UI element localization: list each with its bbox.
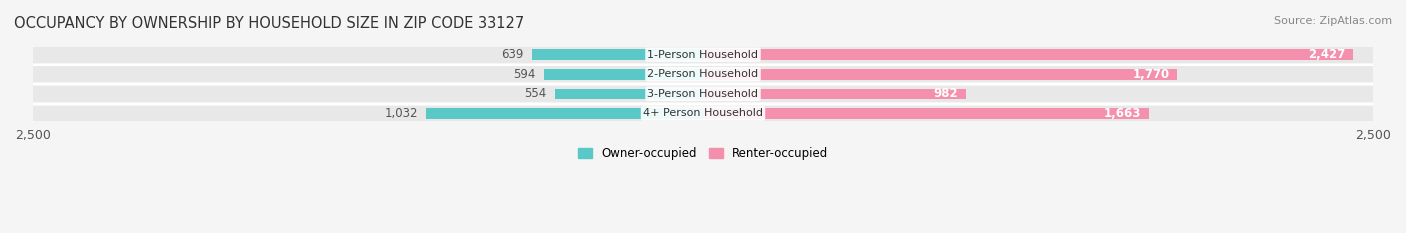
Bar <box>32 47 1374 62</box>
Text: 1,663: 1,663 <box>1104 107 1140 120</box>
Text: 639: 639 <box>502 48 523 61</box>
Text: Source: ZipAtlas.com: Source: ZipAtlas.com <box>1274 16 1392 26</box>
Bar <box>703 69 1177 80</box>
Bar <box>426 108 703 119</box>
Text: 594: 594 <box>513 68 536 81</box>
Bar <box>544 69 703 80</box>
Legend: Owner-occupied, Renter-occupied: Owner-occupied, Renter-occupied <box>572 142 834 164</box>
Bar <box>531 49 703 60</box>
Bar <box>32 106 1374 121</box>
Text: 2,427: 2,427 <box>1308 48 1346 61</box>
Bar <box>703 49 1354 60</box>
Bar <box>554 89 703 99</box>
Text: 982: 982 <box>934 87 957 100</box>
Text: 3-Person Household: 3-Person Household <box>648 89 758 99</box>
Text: 1-Person Household: 1-Person Household <box>648 50 758 60</box>
Bar <box>32 66 1374 82</box>
Bar <box>703 108 1149 119</box>
Text: 4+ Person Household: 4+ Person Household <box>643 109 763 118</box>
Text: 2-Person Household: 2-Person Household <box>647 69 759 79</box>
Text: 1,032: 1,032 <box>385 107 419 120</box>
Text: OCCUPANCY BY OWNERSHIP BY HOUSEHOLD SIZE IN ZIP CODE 33127: OCCUPANCY BY OWNERSHIP BY HOUSEHOLD SIZE… <box>14 16 524 31</box>
Bar <box>32 86 1374 102</box>
Bar <box>703 89 966 99</box>
Text: 554: 554 <box>524 87 547 100</box>
Text: 1,770: 1,770 <box>1132 68 1170 81</box>
